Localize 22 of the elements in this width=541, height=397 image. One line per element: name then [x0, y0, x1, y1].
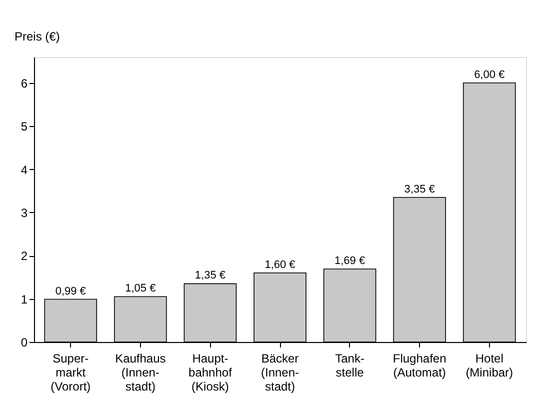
x-tick-label: Haupt- bahnhof (Kiosk)	[188, 352, 233, 394]
data-label: 1,05 €	[125, 282, 156, 295]
x-tick-label: Bäcker (Innen- stadt)	[260, 352, 300, 394]
x-tick-label: Super- markt (Vorort)	[50, 352, 91, 394]
y-tick-label: 5	[20, 120, 28, 134]
data-label: 6,00 €	[474, 68, 505, 81]
y-axis-title: Preis (€)	[14, 30, 60, 44]
x-tick-label: Hotel (Minibar)	[466, 352, 514, 380]
y-tick-label: 1	[20, 292, 28, 306]
x-tick-label: Flughafen (Automat)	[392, 352, 446, 380]
x-tick-label: Tank- stelle	[335, 352, 364, 380]
y-tick-label: 3	[20, 206, 28, 220]
data-label: 1,35 €	[194, 270, 226, 282]
data-label: 1,60 €	[264, 258, 296, 271]
data-label: 1,69 €	[334, 255, 366, 268]
y-tick-label: 0	[20, 336, 28, 350]
y-tick-label: 2	[20, 249, 28, 264]
y-tick-label: 6	[20, 76, 28, 90]
data-label: 0,99 €	[55, 285, 86, 298]
x-tick-label: Kaufhaus (Innen- stadt)	[115, 352, 166, 394]
data-label: 3,35 €	[404, 183, 435, 196]
y-tick-label: 4	[20, 162, 28, 177]
